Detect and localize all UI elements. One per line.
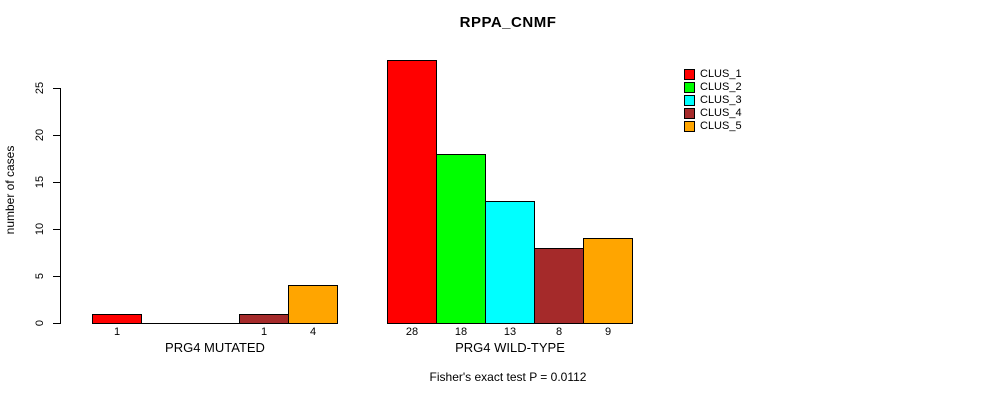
bar-clus-4-prg4-wild-type xyxy=(534,248,584,324)
y-axis-tick xyxy=(53,135,60,136)
y-axis-tick xyxy=(53,323,60,324)
y-axis-tick xyxy=(53,88,60,89)
bar-clus-5-prg4-mutated xyxy=(288,285,338,324)
y-axis-tick-label: 15 xyxy=(34,175,46,189)
y-axis-tick-label: 20 xyxy=(34,128,46,142)
legend-swatch-clus_3 xyxy=(684,95,695,106)
bar-value-label-clus-4-prg4-wild-type: 8 xyxy=(555,326,563,338)
bar-clus-4-prg4-mutated xyxy=(239,314,289,324)
y-axis-tick xyxy=(53,276,60,277)
legend-swatch-clus_1 xyxy=(684,69,695,80)
y-axis-line xyxy=(60,88,61,324)
legend-label-clus_1: CLUS_1 xyxy=(700,68,742,80)
bar-clus-3-prg4-mutated xyxy=(190,323,240,324)
bar-clus-1-prg4-mutated xyxy=(92,314,142,324)
y-axis-tick-label: 0 xyxy=(34,319,46,327)
bar-clus-5-prg4-wild-type xyxy=(583,238,633,324)
legend-label-clus_4: CLUS_4 xyxy=(700,107,742,119)
bar-value-label-clus-5-prg4-wild-type: 9 xyxy=(604,326,612,338)
y-axis-tick xyxy=(53,229,60,230)
y-axis-tick xyxy=(53,182,60,183)
group-label-prg4-wild-type: PRG4 WILD-TYPE xyxy=(455,340,565,355)
chart-title: RPPA_CNMF xyxy=(459,14,557,31)
legend-label-clus_2: CLUS_2 xyxy=(700,81,742,93)
bar-value-label-clus-1-prg4-wild-type: 28 xyxy=(405,326,419,338)
legend-swatch-clus_5 xyxy=(684,121,695,132)
bar-clus-1-prg4-wild-type xyxy=(387,60,437,324)
legend-swatch-clus_4 xyxy=(684,108,695,119)
fisher-test-annotation: Fisher's exact test P = 0.0112 xyxy=(429,370,587,384)
bar-value-label-clus-1-prg4-mutated: 1 xyxy=(113,326,121,338)
y-axis-label: number of cases xyxy=(3,145,17,235)
legend-label-clus_3: CLUS_3 xyxy=(700,94,742,106)
group-label-prg4-mutated: PRG4 MUTATED xyxy=(165,340,265,355)
bar-clus-3-prg4-wild-type xyxy=(485,201,535,324)
y-axis-tick-label: 10 xyxy=(34,222,46,236)
bar-value-label-clus-2-prg4-wild-type: 18 xyxy=(454,326,468,338)
bar-value-label-clus-3-prg4-wild-type: 13 xyxy=(503,326,517,338)
bar-clus-2-prg4-wild-type xyxy=(436,154,486,324)
legend-swatch-clus_2 xyxy=(684,82,695,93)
bar-value-label-clus-4-prg4-mutated: 1 xyxy=(260,326,268,338)
bar-value-label-clus-5-prg4-mutated: 4 xyxy=(309,326,317,338)
bar-clus-2-prg4-mutated xyxy=(141,323,191,324)
y-axis-tick-label: 5 xyxy=(34,272,46,280)
y-axis-tick-label: 25 xyxy=(34,81,46,95)
legend-label-clus_5: CLUS_5 xyxy=(700,120,742,132)
